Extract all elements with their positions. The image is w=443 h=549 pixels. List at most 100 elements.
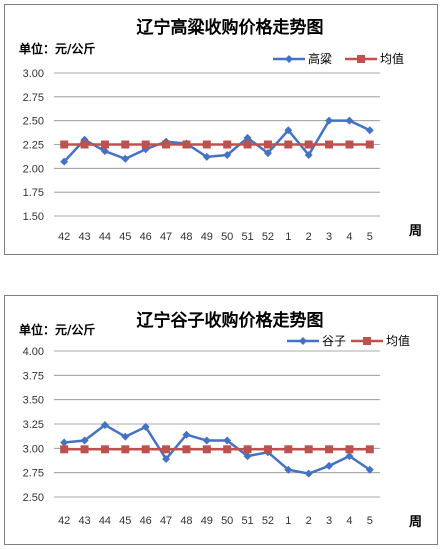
x-tick-label: 50 — [221, 515, 233, 527]
average-point — [80, 445, 89, 454]
y-tick-label: 2.75 — [23, 92, 44, 104]
chart-title: 辽宁高粱收购价格走势图 — [137, 17, 324, 38]
price-point — [243, 452, 252, 461]
legend-diamond-icon — [299, 337, 307, 345]
x-tick-label: 43 — [78, 515, 90, 527]
price-point — [100, 420, 109, 429]
average-point — [80, 140, 89, 149]
average-point — [243, 445, 252, 454]
y-tick-label: 2.75 — [23, 468, 44, 480]
x-tick-label: 2 — [306, 515, 312, 527]
price-point — [141, 422, 150, 431]
price-point — [345, 116, 354, 125]
price-point — [345, 452, 354, 461]
average-point — [121, 140, 130, 149]
average-point — [325, 140, 334, 149]
x-tick-label: 50 — [221, 231, 233, 243]
average-point — [162, 445, 171, 454]
price-point — [121, 154, 130, 163]
average-point — [100, 445, 109, 454]
y-tick-label: 3.75 — [23, 370, 44, 382]
x-axis-label: 周 — [409, 224, 422, 239]
price-series-line — [64, 423, 371, 475]
unit-label: 单位：元/公斤 — [19, 41, 95, 56]
y-tick-label: 3.00 — [23, 68, 44, 80]
x-tick-label: 44 — [99, 515, 111, 527]
x-tick-label: 5 — [367, 231, 373, 243]
average-point — [284, 140, 293, 149]
average-point — [223, 140, 232, 149]
average-point — [100, 140, 109, 149]
legend-average-label: 均值 — [386, 333, 410, 348]
x-tick-label: 47 — [160, 515, 172, 527]
x-tick-label: 48 — [180, 515, 192, 527]
x-tick-label: 3 — [326, 231, 332, 243]
x-tick-label: 42 — [58, 231, 70, 243]
legend-series-label: 高粱 — [308, 51, 332, 66]
y-tick-label: 1.50 — [23, 211, 44, 223]
x-tick-label: 3 — [326, 515, 332, 527]
average-point — [365, 140, 374, 149]
legend-series-label: 谷子 — [322, 334, 346, 348]
price-point — [60, 438, 69, 447]
price-point — [182, 430, 191, 439]
y-axis-ticks: 2.50 2.75 3.00 3.25 3.50 3.75 4.00 — [23, 346, 44, 504]
average-point — [141, 445, 150, 454]
average-point — [60, 140, 69, 149]
average-point — [223, 445, 232, 454]
x-tick-label: 45 — [119, 231, 131, 243]
y-tick-label: 3.00 — [23, 443, 44, 455]
average-point — [263, 445, 272, 454]
price-point — [263, 149, 272, 158]
x-tick-label: 51 — [241, 515, 253, 527]
legend-average-label: 均值 — [380, 51, 404, 66]
price-point — [284, 465, 293, 474]
average-point — [121, 445, 130, 454]
price-point — [304, 150, 313, 159]
average-point — [141, 140, 150, 149]
x-axis-ticks: 42 43 44 45 46 47 48 49 50 51 52 1 2 3 4 5 — [58, 231, 373, 243]
x-tick-label: 1 — [285, 231, 291, 243]
average-point — [345, 140, 354, 149]
x-axis-ticks: 42 43 44 45 46 47 48 49 50 51 52 1 2 3 4 5 — [58, 515, 373, 527]
price-series-line — [63, 119, 371, 163]
x-axis-label: 周 — [409, 515, 422, 530]
legend-square-icon — [363, 337, 371, 345]
price-point — [304, 469, 313, 478]
legend: 谷子 均值 — [287, 333, 410, 348]
average-point — [284, 445, 293, 454]
legend-diamond-icon — [285, 55, 293, 63]
chart-title: 辽宁谷子收购价格走势图 — [137, 310, 324, 331]
average-point — [325, 445, 334, 454]
sorghum-price-chart: 辽宁高粱收购价格走势图 单位：元/公斤 高粱 均值 1.50 1.75 2.00 2.… — [4, 4, 438, 255]
y-tick-label: 2.00 — [23, 163, 44, 175]
price-point — [325, 461, 334, 470]
y-tick-label: 2.25 — [23, 140, 44, 152]
price-point — [365, 126, 374, 135]
price-point — [162, 455, 171, 464]
x-tick-label: 52 — [262, 231, 274, 243]
y-tick-label: 1.75 — [23, 187, 44, 199]
average-point — [304, 445, 313, 454]
price-point — [80, 436, 89, 445]
price-point — [121, 432, 130, 441]
x-tick-label: 51 — [241, 231, 253, 243]
average-point — [202, 445, 211, 454]
x-tick-label: 46 — [140, 515, 152, 527]
series-layer — [60, 420, 374, 478]
average-point — [365, 445, 374, 454]
millet-price-chart: 辽宁谷子收购价格走势图 单位：元/公斤 谷子 均值 2.50 2.75 3.00 3.… — [4, 295, 438, 545]
x-tick-label: 46 — [140, 231, 152, 243]
x-tick-label: 4 — [346, 515, 352, 527]
legend-square-icon — [357, 55, 365, 63]
x-tick-label: 44 — [99, 231, 111, 243]
average-point — [202, 140, 211, 149]
unit-label: 单位：元/公斤 — [19, 322, 95, 337]
x-tick-label: 42 — [58, 515, 70, 527]
price-point — [365, 465, 374, 474]
average-point — [162, 140, 171, 149]
x-tick-label: 43 — [78, 231, 90, 243]
x-tick-label: 48 — [180, 231, 192, 243]
series-layer — [60, 116, 374, 166]
y-tick-label: 4.00 — [23, 346, 44, 358]
